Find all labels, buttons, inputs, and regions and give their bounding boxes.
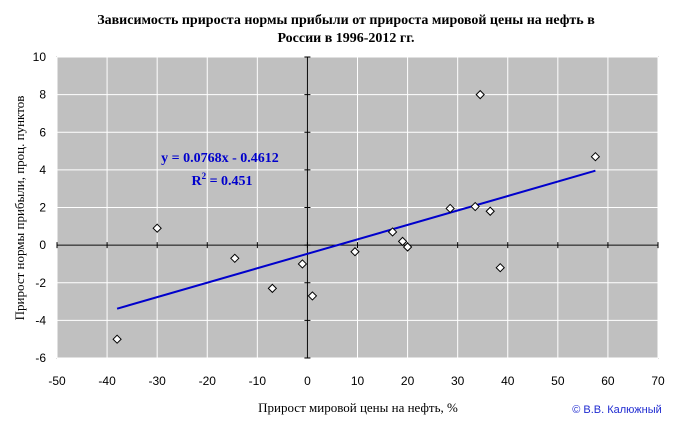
- y-tick-label: -4: [35, 313, 46, 327]
- x-tick-label: 60: [601, 374, 615, 388]
- x-tick-label: 0: [304, 374, 311, 388]
- chart-title-line-1: Зависимость прироста нормы прибыли от пр…: [97, 13, 595, 28]
- data-point: [470, 201, 480, 212]
- data-point: [485, 206, 495, 216]
- y-tick-label: 6: [39, 125, 46, 139]
- data-point: [152, 223, 162, 233]
- x-tick-label: 70: [651, 374, 665, 388]
- x-tick-label: -20: [199, 374, 217, 388]
- x-axis-label: Прирост мировой цены на нефть, %: [258, 400, 458, 415]
- data-point: [387, 227, 398, 237]
- y-tick-label: 8: [39, 88, 46, 102]
- x-tick-label: -40: [98, 374, 116, 388]
- data-point: [230, 253, 240, 264]
- data-point: [112, 334, 122, 344]
- y-tick-label: -2: [35, 276, 46, 290]
- x-tick-label: -30: [148, 374, 166, 388]
- chart-title-line-2: России в 1996-2012 гг.: [277, 31, 414, 46]
- zero-axes: [56, 56, 659, 359]
- x-tick-label: -50: [48, 374, 66, 388]
- y-tick-label: -6: [35, 351, 46, 365]
- r2-value: = 0.451: [206, 174, 252, 189]
- data-point: [307, 291, 318, 301]
- data-point: [445, 203, 455, 214]
- data-point: [397, 236, 408, 247]
- y-axis-label: Прирост нормы прибыли, проц. пунктов: [12, 96, 27, 321]
- data-point: [297, 259, 308, 269]
- trendline: [116, 169, 596, 310]
- y-tick-labels: -6 -4 -2 0 2 4 6 8 10: [33, 50, 47, 365]
- data-point: [495, 262, 505, 273]
- r2-sup: 2: [202, 171, 207, 181]
- copyright-text: © В.В. Калюжный: [572, 404, 662, 416]
- data-point: [475, 89, 485, 100]
- x-tick-label: -10: [249, 374, 267, 388]
- data-point: [590, 151, 601, 162]
- data-point: [402, 242, 413, 252]
- x-tick-label: 40: [501, 374, 515, 388]
- y-tick-label: 2: [39, 201, 46, 215]
- x-tick-label: 50: [551, 374, 565, 388]
- y-tick-label: 0: [39, 238, 46, 252]
- r-squared-label: R2 = 0.451: [191, 171, 252, 189]
- r2-prefix: R: [191, 174, 202, 189]
- x-tick-label: 10: [351, 374, 365, 388]
- x-tick-label: 30: [451, 374, 465, 388]
- x-tick-labels: -50 -40 -30 -20 -10 0 10 20 30 40 50 60 70: [48, 374, 665, 388]
- trend-equation: y = 0.0768x - 0.4612: [161, 151, 279, 166]
- data-point: [267, 283, 278, 294]
- y-tick-label: 10: [33, 50, 47, 64]
- x-tick-label: 20: [401, 374, 415, 388]
- y-tick-label: 4: [39, 163, 46, 177]
- data-point: [350, 247, 360, 257]
- data-points: [112, 89, 601, 344]
- grid: [56, 56, 659, 359]
